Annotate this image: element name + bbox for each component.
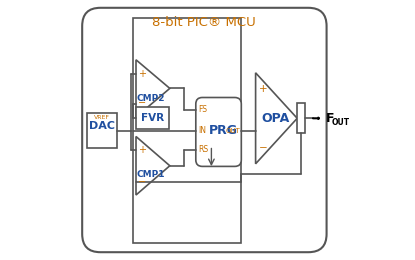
Text: 8-bit PIC® MCU: 8-bit PIC® MCU	[152, 16, 256, 29]
Text: VREF: VREF	[94, 115, 110, 120]
Bar	[88, 113, 117, 148]
FancyBboxPatch shape	[196, 98, 241, 166]
Text: OUT: OUT	[332, 119, 350, 127]
Text: FVR: FVR	[141, 113, 164, 123]
Text: FS: FS	[198, 105, 208, 114]
Text: CMP1: CMP1	[137, 170, 165, 179]
Text: OUT: OUT	[225, 128, 240, 134]
Text: RS: RS	[198, 145, 208, 154]
Text: OPA: OPA	[261, 112, 289, 125]
Text: −: −	[138, 98, 146, 108]
Text: IN: IN	[198, 126, 206, 135]
FancyBboxPatch shape	[82, 8, 327, 252]
Text: +: +	[259, 84, 267, 94]
Text: PRG: PRG	[209, 124, 238, 137]
Bar	[297, 103, 305, 133]
Text: +: +	[138, 145, 146, 154]
Bar	[133, 18, 241, 243]
Text: CMP2: CMP2	[137, 94, 165, 103]
Bar	[136, 107, 168, 129]
Text: DAC: DAC	[89, 121, 115, 132]
Text: F: F	[326, 112, 334, 125]
Text: −: −	[138, 177, 146, 187]
Text: −: −	[259, 143, 267, 153]
Text: +: +	[138, 69, 146, 79]
